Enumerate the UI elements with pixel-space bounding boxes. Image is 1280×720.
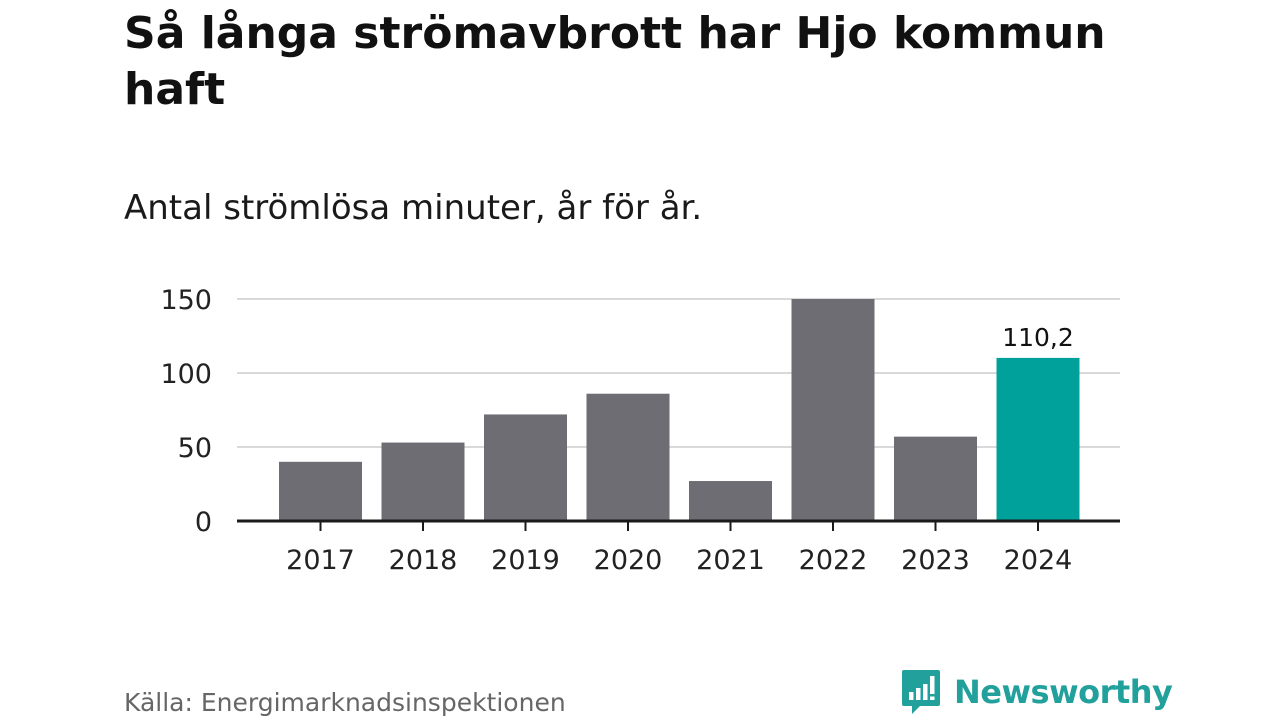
bar-2017 [279,461,362,521]
x-tick-label: 2019 [491,545,560,576]
bar-2018 [381,442,465,521]
x-tick-label: 2022 [799,545,868,576]
x-tick-label: 2024 [1004,545,1073,576]
x-tick-label: 2021 [696,545,765,576]
chart-subtitle: Antal strömlösa minuter, år för år. [124,188,703,228]
bars [279,299,1080,521]
grid-lines [237,298,1120,448]
bar-2020 [586,393,670,521]
source-note: Källa: Energimarknadsinspektionen [124,688,566,717]
bar-2023 [894,436,977,521]
brand-name: Newsworthy [954,673,1173,711]
y-tick-label: 100 [160,359,212,390]
data-label: 110,2 [1002,323,1074,352]
labels: 0 50 100 150 2017 2018 2019 2020 2021 2022 2023 202… [160,285,1073,576]
x-tick-label: 2020 [594,545,663,576]
bar-chart: 0 50 100 150 2017 2018 2019 2020 2021 2022 2023 202… [160,285,1120,576]
y-tick-label: 0 [195,507,212,538]
bar-2019 [484,414,567,521]
x-tick-label: 2017 [286,545,355,576]
bar-2022 [791,299,875,521]
x-tick-label: 2023 [901,545,970,576]
x-tick-label: 2018 [389,545,458,576]
bar-chart-speech-bubble-icon [902,670,940,714]
newsworthy-brand: Newsworthy [900,668,1173,716]
y-tick-label: 50 [178,433,212,464]
y-tick-label: 150 [160,285,212,316]
axes [237,519,1120,531]
chart-title: Så långa strömavbrott har Hjo kommun haf… [124,8,1106,115]
bar-2021 [689,481,772,521]
bar-2024 [996,357,1080,521]
